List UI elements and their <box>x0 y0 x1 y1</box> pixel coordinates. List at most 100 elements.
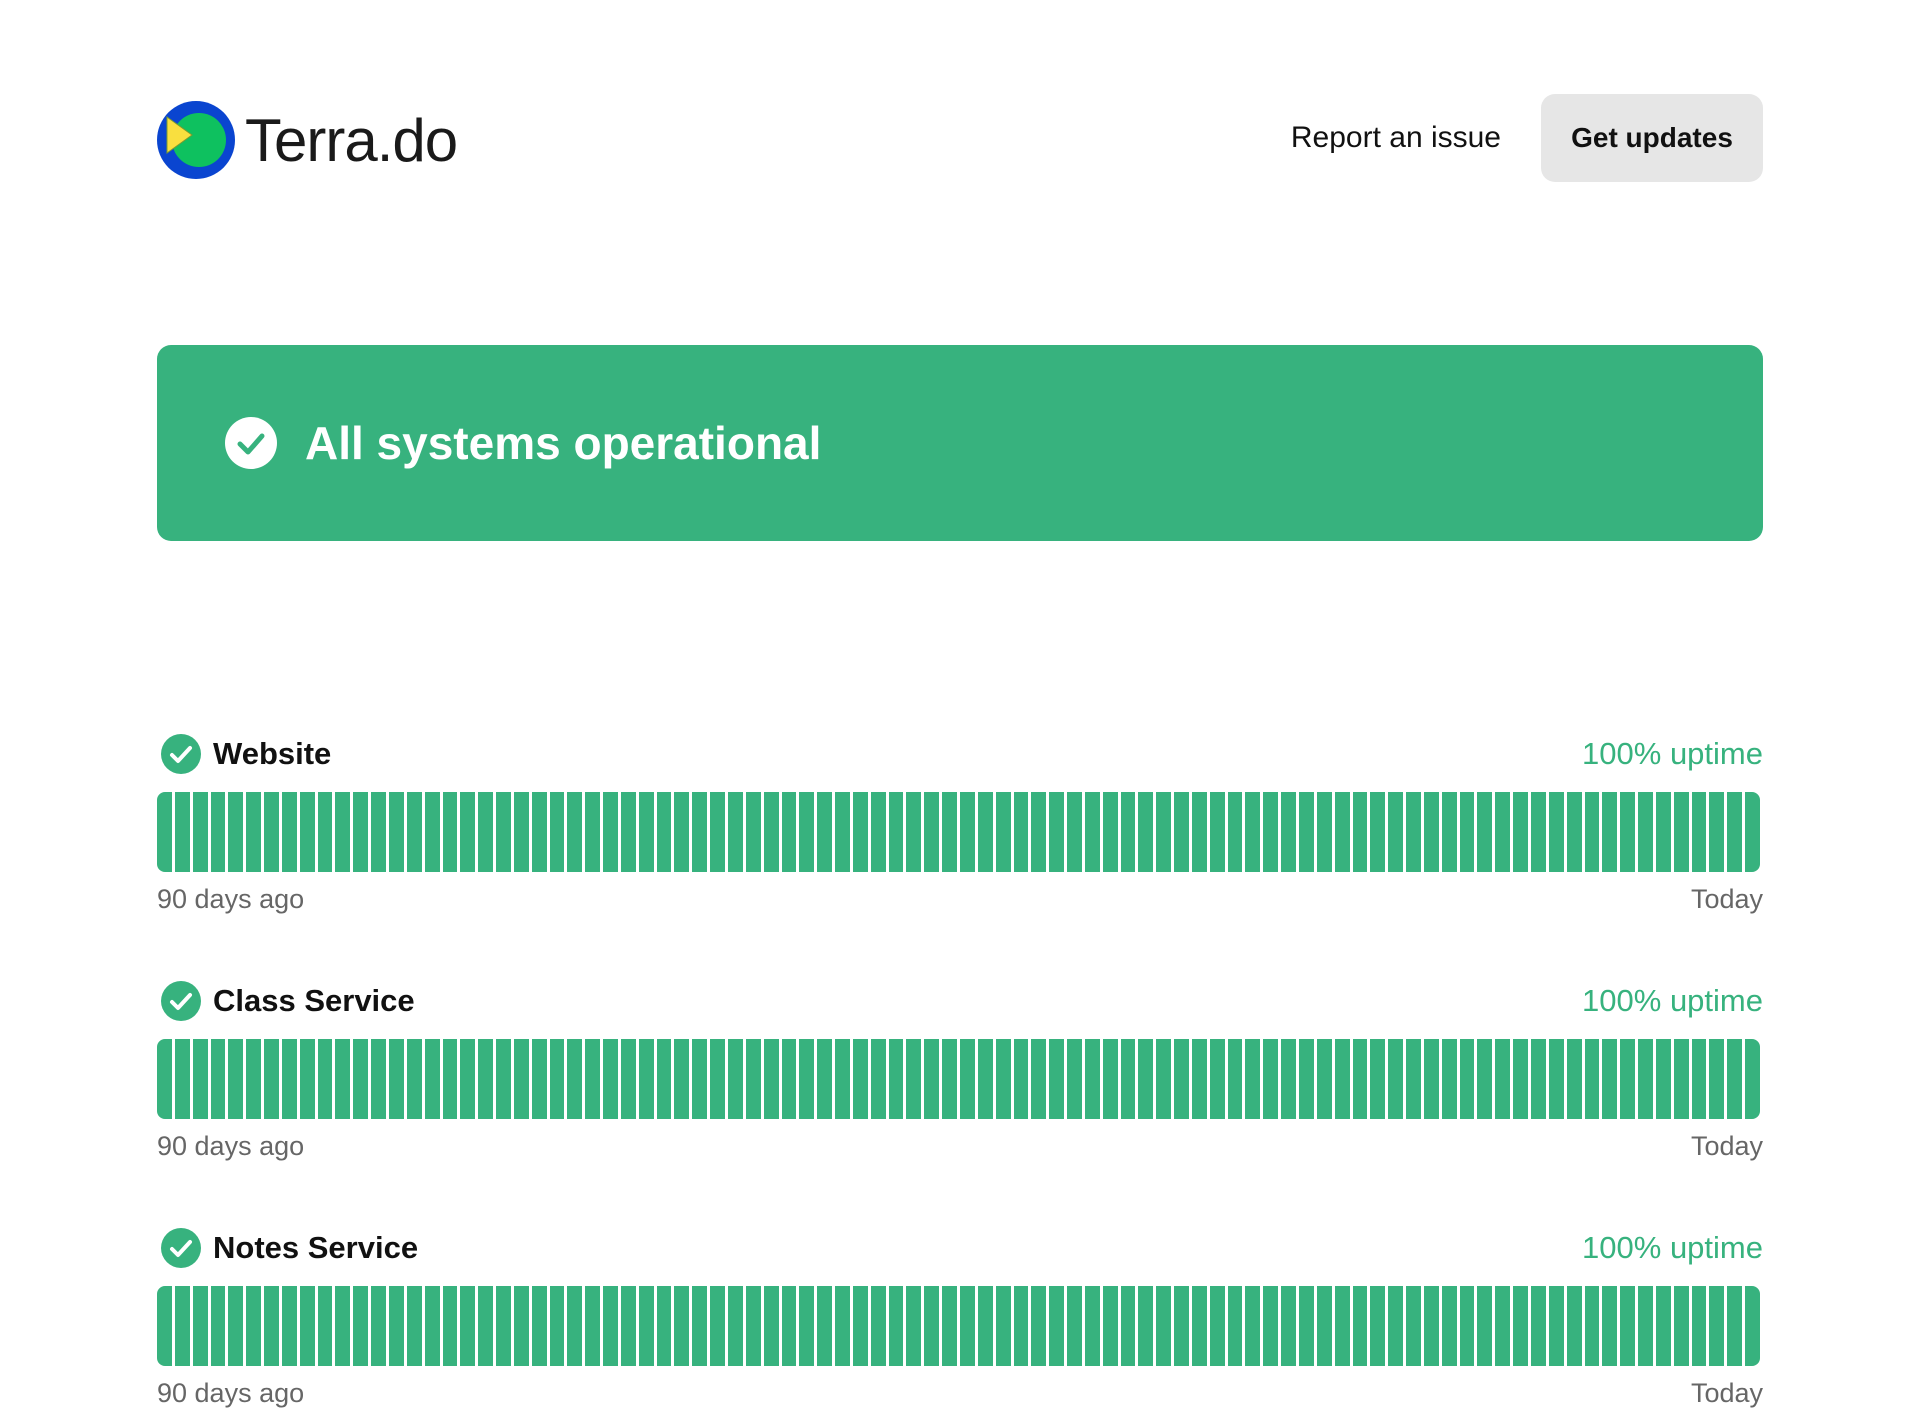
uptime-day-bar[interactable] <box>567 1039 583 1119</box>
uptime-day-bar[interactable] <box>1334 1039 1350 1119</box>
uptime-day-bar[interactable] <box>1245 1039 1261 1119</box>
uptime-day-bar[interactable] <box>888 1039 904 1119</box>
uptime-day-bar[interactable] <box>1388 792 1404 872</box>
uptime-day-bar[interactable] <box>1709 792 1725 872</box>
uptime-day-bar[interactable] <box>513 792 529 872</box>
uptime-day-bar[interactable] <box>1602 1286 1618 1366</box>
uptime-day-bar[interactable] <box>513 1039 529 1119</box>
uptime-day-bar[interactable] <box>442 792 458 872</box>
uptime-day-bar[interactable] <box>246 1039 262 1119</box>
uptime-day-bar[interactable] <box>388 1286 404 1366</box>
uptime-day-bar[interactable] <box>1495 1286 1511 1366</box>
uptime-day-bar[interactable] <box>460 1286 476 1366</box>
uptime-day-bar[interactable] <box>1566 1039 1582 1119</box>
uptime-day-bar[interactable] <box>549 1039 565 1119</box>
uptime-day-bar[interactable] <box>406 1286 422 1366</box>
uptime-day-bar[interactable] <box>1584 1286 1600 1366</box>
uptime-day-bar[interactable] <box>424 792 440 872</box>
uptime-day-bar[interactable] <box>317 1286 333 1366</box>
uptime-day-bar[interactable] <box>1334 1286 1350 1366</box>
uptime-day-bar[interactable] <box>1174 1039 1189 1119</box>
uptime-day-bar[interactable] <box>228 1286 244 1366</box>
uptime-day-bar[interactable] <box>1263 792 1279 872</box>
uptime-day-bar[interactable] <box>942 792 957 872</box>
uptime-day-bar[interactable] <box>852 1286 868 1366</box>
uptime-day-bar[interactable] <box>406 792 422 872</box>
uptime-day-bar[interactable] <box>549 1286 565 1366</box>
uptime-day-bar[interactable] <box>1370 1039 1386 1119</box>
uptime-day-bar[interactable] <box>388 792 404 872</box>
uptime-day-bar[interactable] <box>1102 792 1118 872</box>
uptime-day-bar[interactable] <box>1370 792 1386 872</box>
uptime-day-bar[interactable] <box>638 1039 654 1119</box>
uptime-day-bar[interactable] <box>1548 792 1564 872</box>
uptime-day-bar[interactable] <box>1530 1039 1546 1119</box>
uptime-day-bar[interactable] <box>835 1039 850 1119</box>
uptime-day-bar[interactable] <box>1049 792 1065 872</box>
uptime-day-bar[interactable] <box>835 1286 850 1366</box>
uptime-day-bar[interactable] <box>1620 1039 1636 1119</box>
uptime-day-bar[interactable] <box>424 1286 440 1366</box>
uptime-day-bar[interactable] <box>977 1286 993 1366</box>
uptime-day-bar[interactable] <box>710 1286 725 1366</box>
uptime-day-bar[interactable] <box>1655 1039 1671 1119</box>
uptime-day-bar[interactable] <box>1013 1286 1029 1366</box>
uptime-day-bar[interactable] <box>1495 792 1511 872</box>
uptime-day-bar[interactable] <box>192 792 208 872</box>
uptime-day-bar[interactable] <box>478 1039 494 1119</box>
uptime-day-bar[interactable] <box>1316 1039 1332 1119</box>
uptime-day-bar[interactable] <box>835 792 850 872</box>
uptime-day-bar[interactable] <box>460 1039 476 1119</box>
uptime-day-bar[interactable] <box>1209 792 1225 872</box>
uptime-day-bar[interactable] <box>817 1039 833 1119</box>
uptime-day-bar[interactable] <box>1673 792 1689 872</box>
uptime-day-bar[interactable] <box>1191 1286 1207 1366</box>
uptime-day-bar[interactable] <box>460 792 476 872</box>
uptime-day-bar[interactable] <box>1477 1286 1493 1366</box>
uptime-day-bar[interactable] <box>799 792 815 872</box>
uptime-day-bar[interactable] <box>1709 1039 1725 1119</box>
uptime-day-bar[interactable] <box>1102 1286 1118 1366</box>
uptime-day-bar[interactable] <box>942 1286 957 1366</box>
uptime-day-bar[interactable] <box>442 1286 458 1366</box>
uptime-day-bar[interactable] <box>1459 1039 1475 1119</box>
uptime-day-bar[interactable] <box>620 1286 636 1366</box>
uptime-day-bar[interactable] <box>192 1039 208 1119</box>
uptime-day-bar[interactable] <box>210 792 226 872</box>
uptime-day-bar[interactable] <box>1638 792 1653 872</box>
uptime-day-bar[interactable] <box>674 1039 690 1119</box>
uptime-day-bar[interactable] <box>959 792 975 872</box>
uptime-day-bar[interactable] <box>1530 792 1546 872</box>
uptime-day-bar[interactable] <box>1459 792 1475 872</box>
uptime-day-bar[interactable] <box>728 792 743 872</box>
uptime-day-bar[interactable] <box>710 1039 725 1119</box>
uptime-day-bar[interactable] <box>799 1286 815 1366</box>
uptime-day-bar[interactable] <box>852 792 868 872</box>
uptime-day-bar[interactable] <box>1513 1286 1528 1366</box>
uptime-day-bar[interactable] <box>478 792 494 872</box>
uptime-day-bar[interactable] <box>1031 1039 1047 1119</box>
uptime-day-bar[interactable] <box>1263 1286 1279 1366</box>
uptime-day-bar[interactable] <box>1620 1286 1636 1366</box>
uptime-day-bar[interactable] <box>728 1286 743 1366</box>
uptime-day-bar[interactable] <box>1655 1286 1671 1366</box>
uptime-day-bar[interactable] <box>763 1286 779 1366</box>
uptime-day-bar[interactable] <box>995 1286 1011 1366</box>
uptime-day-bar[interactable] <box>174 1039 190 1119</box>
uptime-day-bar[interactable] <box>745 1039 761 1119</box>
uptime-day-bar[interactable] <box>1156 1286 1172 1366</box>
uptime-day-bar[interactable] <box>1281 792 1296 872</box>
uptime-day-bar[interactable] <box>1548 1286 1564 1366</box>
report-issue-link[interactable]: Report an issue <box>1290 121 1501 154</box>
uptime-day-bar[interactable] <box>549 792 565 872</box>
uptime-day-bar[interactable] <box>281 792 297 872</box>
uptime-day-bar[interactable] <box>674 792 690 872</box>
uptime-day-bar[interactable] <box>870 1039 886 1119</box>
uptime-day-bar[interactable] <box>1084 1039 1100 1119</box>
uptime-day-bar[interactable] <box>1406 792 1421 872</box>
uptime-day-bar[interactable] <box>1638 1039 1653 1119</box>
uptime-day-bar[interactable] <box>1156 792 1172 872</box>
uptime-day-bar[interactable] <box>1441 1286 1457 1366</box>
uptime-day-bar[interactable] <box>228 1039 244 1119</box>
uptime-day-bar[interactable] <box>1120 792 1136 872</box>
